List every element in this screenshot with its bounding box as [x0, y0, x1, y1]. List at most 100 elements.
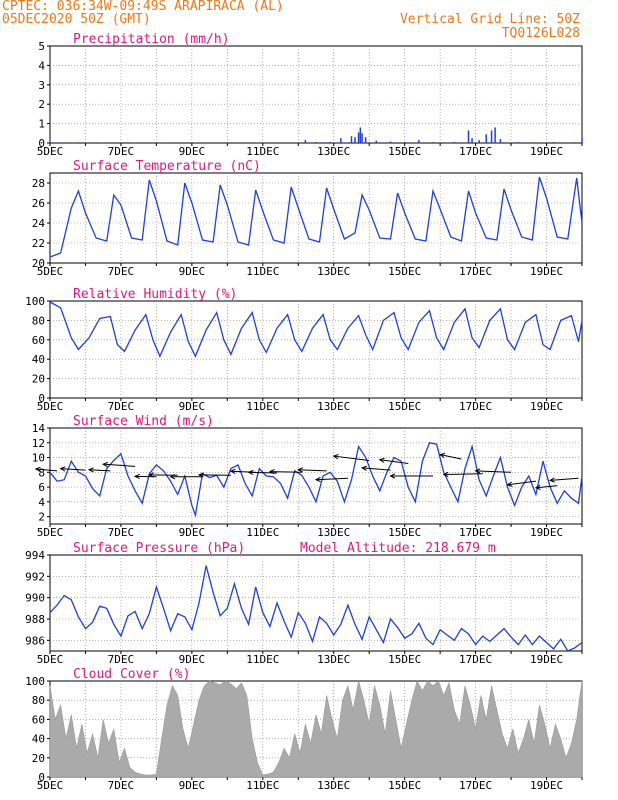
wind-arrow-head	[378, 457, 385, 463]
humidity-xtick-label: 11DEC	[246, 400, 279, 413]
wind-arrow-head	[332, 454, 339, 460]
humidity-line	[49, 301, 583, 358]
wind-xtick-label: 11DEC	[246, 526, 279, 539]
pressure-xtick-label: 13DEC	[317, 653, 350, 666]
pressure-ytick-label: 992	[25, 570, 45, 583]
pressure-xtick-label: 19DEC	[530, 653, 563, 666]
wind-arrow	[507, 480, 536, 486]
precipitation-xtick-label: 17DEC	[459, 145, 492, 158]
wind-arrow-head	[197, 472, 204, 478]
precipitation-ytick-label: 2	[38, 98, 45, 111]
wind-arrow-head	[360, 465, 367, 471]
precipitation-xtick-label: 13DEC	[317, 145, 350, 158]
temperature-xtick-label: 5DEC	[37, 265, 64, 278]
cloud-ytick-label: 0	[38, 771, 45, 784]
wind-arrow	[35, 468, 58, 472]
pressure-annotation: Model Altitude: 218.679 m	[300, 541, 496, 556]
humidity-xtick-label: 13DEC	[317, 400, 350, 413]
wind-arrow-head	[506, 481, 513, 487]
wind-arrow-head	[442, 471, 449, 478]
humidity-ytick-label: 40	[32, 353, 45, 366]
header-date: 05DEC2020 50Z (GMT)	[2, 12, 151, 27]
wind-arrow-head	[314, 476, 321, 483]
wind-arrow-head	[169, 474, 176, 480]
precipitation-ytick-label: 4	[38, 59, 45, 72]
wind-arrow-head	[229, 468, 236, 475]
cloud-xtick-label: 19DEC	[530, 779, 563, 792]
temperature-xtick-label: 7DEC	[108, 265, 135, 278]
wind-xtick-label: 13DEC	[317, 526, 350, 539]
wind-ytick-label: 12	[32, 437, 45, 450]
wind-arrow-head	[534, 484, 541, 490]
wind-arrow-head	[102, 461, 108, 468]
pressure-xtick-label: 17DEC	[459, 653, 492, 666]
temperature-xtick-label: 17DEC	[459, 265, 492, 278]
wind-arrow	[440, 454, 462, 460]
precipitation-panel: 0 1 2 3 4 5 5DEC 7DEC 9DEC 11DEC 13DEC 15DEC 17DEC 19…	[37, 32, 583, 158]
wind-ytick-label: 4	[38, 496, 45, 509]
wind-arrow-head	[34, 466, 41, 472]
wind-xtick-label: 9DEC	[179, 526, 206, 539]
humidity-frame	[49, 300, 583, 399]
wind-line	[49, 442, 583, 518]
humidity-xtick-label: 19DEC	[530, 400, 563, 413]
wind-arrow-head	[297, 467, 304, 473]
humidity-xtick-label: 5DEC	[37, 400, 64, 413]
pressure-title: Surface Pressure (hPa)	[73, 541, 245, 556]
temperature-ytick-label: 24	[32, 217, 46, 230]
pressure-ytick-label: 988	[25, 613, 45, 626]
cloud-ytick-label: 80	[32, 694, 45, 707]
wind-arrow-head	[87, 467, 94, 473]
wind-ytick-label: 14	[32, 422, 46, 435]
cloud-xtick-label: 17DEC	[459, 779, 492, 792]
wind-xtick-label: 15DEC	[388, 526, 421, 539]
temperature-ytick-label: 22	[32, 237, 45, 250]
temperature-ytick-label: 26	[32, 197, 45, 210]
wind-arrow-head	[548, 477, 555, 483]
wind-xtick-label: 5DEC	[37, 526, 64, 539]
humidity-ytick-label: 80	[32, 314, 45, 327]
wind-arrow	[333, 455, 370, 461]
precipitation-frame	[49, 45, 583, 144]
temperature-line	[49, 176, 583, 258]
wind-frame	[49, 427, 583, 525]
precipitation-xtick-label: 5DEC	[37, 145, 64, 158]
precipitation-xtick-label: 7DEC	[108, 145, 135, 158]
humidity-ytick-label: 20	[32, 373, 45, 386]
wind-arrow	[535, 485, 558, 489]
wind-ytick-label: 10	[32, 452, 45, 465]
precipitation-ytick-label: 0	[38, 137, 45, 150]
humidity-ytick-label: 60	[32, 334, 45, 347]
wind-ytick-label: 8	[38, 466, 45, 479]
precipitation-ytick-label: 5	[38, 40, 45, 53]
pressure-panel: 986 988 990 992 994 5DEC 7DEC 9DEC 11DEC 13DEC 15D…	[25, 541, 583, 666]
temperature-frame	[49, 172, 583, 264]
precipitation-xtick-label: 9DEC	[179, 145, 206, 158]
humidity-title: Relative Humidity (%)	[73, 287, 237, 302]
wind-arrow-head	[389, 473, 396, 479]
wind-xtick-label: 7DEC	[108, 526, 135, 539]
humidity-xtick-label: 15DEC	[388, 400, 421, 413]
temperature-title: Surface Temperature (nC)	[73, 159, 261, 174]
temperature-xtick-label: 19DEC	[530, 265, 563, 278]
humidity-ytick-label: 0	[38, 392, 45, 405]
cloud-xtick-label: 7DEC	[108, 779, 135, 792]
cloud-xtick-label: 15DEC	[388, 779, 421, 792]
wind-arrow	[362, 467, 391, 471]
precipitation-ytick-label: 1	[38, 118, 45, 131]
precipitation-title: Precipitation (mm/h)	[73, 32, 230, 47]
wind-arrow-head	[474, 468, 481, 474]
precipitation-xtick-label: 15DEC	[388, 145, 421, 158]
wind-arrow	[550, 477, 579, 481]
cloud-xtick-label: 9DEC	[179, 779, 206, 792]
cloud-area	[49, 680, 583, 778]
wind-arrow	[475, 470, 512, 473]
wind-arrow-head	[148, 472, 155, 478]
wind-arrow	[315, 477, 348, 481]
wind-panel: 2 4 6 810 12 14 5DEC 7DEC 9DEC 11DEC 13DEC 15DEC 17D…	[32, 414, 583, 539]
pressure-xtick-label: 5DEC	[37, 653, 64, 666]
pressure-ytick-label: 986	[25, 634, 45, 647]
pressure-line	[49, 565, 583, 652]
cloud-title: Cloud Cover (%)	[73, 667, 190, 682]
cloud-xtick-label: 5DEC	[37, 779, 64, 792]
